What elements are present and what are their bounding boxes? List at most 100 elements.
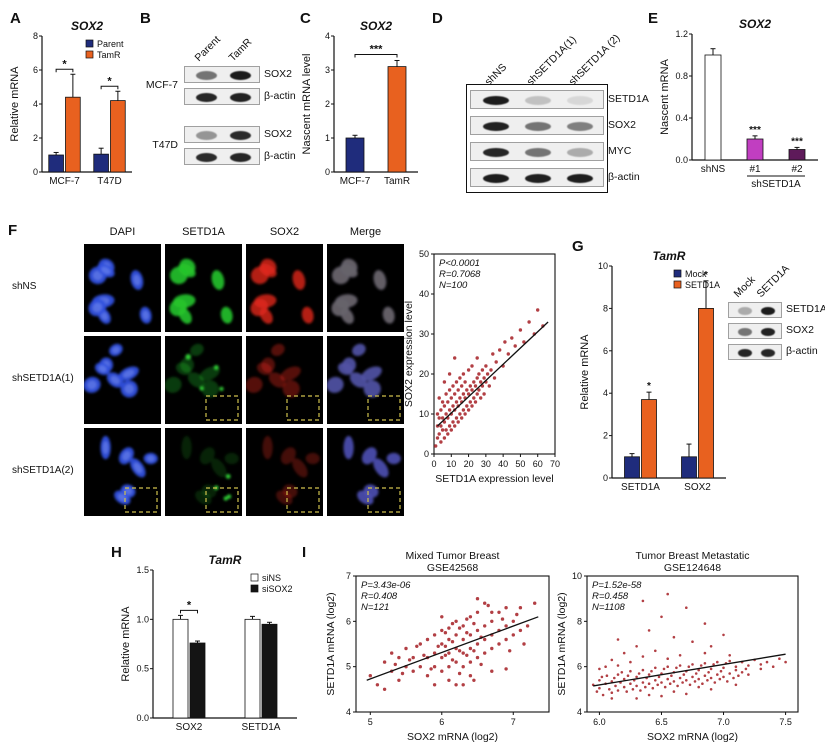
svg-text:Relative mRNA: Relative mRNA	[579, 334, 591, 410]
svg-text:0.8: 0.8	[675, 71, 688, 81]
svg-text:40: 40	[498, 459, 508, 469]
svg-text:R=0.408: R=0.408	[361, 591, 398, 602]
svg-text:SOX2: SOX2	[71, 20, 103, 33]
blot-band-label: MYC	[608, 144, 632, 157]
svg-text:siSOX2: siSOX2	[262, 584, 293, 594]
svg-text:GSE42568: GSE42568	[427, 562, 479, 574]
svg-text:P=3.43e-06: P=3.43e-06	[361, 580, 411, 591]
panel-e: E SOX2 0.0 0.4 0.8 1.2 Nascent mRNA shNS #1 #2 sh…	[648, 4, 824, 204]
svg-text:3: 3	[325, 65, 330, 75]
panel-letter-a: A	[10, 10, 21, 27]
svg-text:0: 0	[33, 167, 38, 177]
svg-text:Tumor Breast Metastatic: Tumor Breast Metastatic	[636, 550, 750, 562]
svg-text:7.0: 7.0	[717, 717, 730, 727]
svg-text:4: 4	[33, 99, 38, 109]
svg-text:2: 2	[603, 431, 608, 441]
svg-text:7: 7	[511, 717, 516, 727]
svg-text:SETD1A mRNA (log2): SETD1A mRNA (log2)	[556, 592, 568, 695]
svg-text:R=0.7068: R=0.7068	[439, 269, 481, 280]
panel-letter-c: C	[300, 10, 311, 27]
panel-c: C SOX2 0 1 2 3 4 Nascent mRNA level MCF-7 TamR **…	[298, 4, 424, 200]
blot-lane-label: SETD1A	[754, 262, 792, 300]
svg-text:N=1108: N=1108	[592, 602, 626, 613]
svg-text:*: *	[107, 75, 112, 87]
panel-i: I Mixed Tumor Breast GSE42568 5 6 7 4 5 6 7 SOX2 …	[300, 540, 825, 746]
blot-box	[466, 84, 608, 193]
bar-chart-tamr-sisox2: TamR 0.0 0.5 1.0 1.5 Relative mRNA SOX2 SETD1A s…	[119, 553, 301, 742]
panel-letter-d: D	[432, 10, 443, 27]
svg-text:TamR: TamR	[97, 50, 121, 60]
if-column-header-dapi: DAPI	[109, 226, 136, 238]
svg-text:0: 0	[603, 473, 608, 483]
svg-text:70: 70	[550, 459, 560, 469]
svg-text:SOX2: SOX2	[360, 20, 392, 33]
svg-text:6: 6	[577, 662, 582, 672]
svg-text:N=100: N=100	[439, 280, 468, 291]
svg-text:6.5: 6.5	[655, 717, 668, 727]
svg-text:Relative mRNA: Relative mRNA	[9, 66, 21, 142]
svg-text:1.0: 1.0	[136, 614, 149, 624]
svg-text:GSE124648: GSE124648	[664, 562, 721, 574]
svg-text:5: 5	[346, 662, 351, 672]
svg-text:0.0: 0.0	[136, 713, 149, 723]
bar-chart-sox2-nascent-shsetd1a: SOX2 0.0 0.4 0.8 1.2 Nascent mRNA shNS #1 #2 shSE…	[658, 17, 822, 200]
panel-letter-b: B	[140, 10, 151, 27]
svg-text:20: 20	[464, 459, 474, 469]
if-cell	[165, 336, 242, 424]
svg-text:6: 6	[439, 717, 444, 727]
svg-text:4: 4	[325, 31, 330, 41]
if-cell	[246, 428, 323, 516]
svg-text:Mock: Mock	[685, 269, 707, 279]
svg-text:5: 5	[368, 717, 373, 727]
svg-text:8: 8	[577, 616, 582, 626]
svg-text:4: 4	[346, 707, 351, 717]
svg-text:1: 1	[325, 133, 330, 143]
if-column-header-setd1a: SETD1A	[182, 226, 225, 238]
bar-chart-tamr-overexpression: TamR 0 2 4 6 8 10 Relative mRNA SETD1A SOX2 Mock SE…	[578, 249, 730, 502]
svg-text:Nascent mRNA: Nascent mRNA	[659, 58, 671, 134]
if-row-label-shsetd1a1: shSETD1A(1)	[12, 373, 74, 384]
panel-letter-g: G	[572, 238, 584, 255]
blot-lane-label: TamR	[226, 36, 255, 64]
svg-text:6: 6	[346, 616, 351, 626]
svg-text:7.5: 7.5	[779, 717, 792, 727]
svg-text:2: 2	[325, 99, 330, 109]
svg-text:siNS: siNS	[262, 573, 281, 583]
bar-chart-sox2-nascent-mrna: SOX2 0 1 2 3 4 Nascent mRNA level MCF-7 TamR ***	[300, 19, 422, 196]
svg-text:MCF-7: MCF-7	[49, 176, 80, 187]
svg-text:Nascent mRNA level: Nascent mRNA level	[301, 54, 313, 155]
blot-strip	[470, 116, 604, 135]
panel-letter-e: E	[648, 10, 659, 27]
blot-band-label: SOX2	[608, 118, 637, 131]
svg-text:SOX2: SOX2	[739, 18, 771, 31]
svg-text:Parent: Parent	[97, 39, 124, 49]
svg-text:N=121: N=121	[361, 602, 389, 613]
blot-group-label: MCF-7	[145, 78, 178, 91]
blot-strip	[184, 88, 260, 105]
svg-text:4: 4	[577, 707, 582, 717]
svg-text:#1: #1	[749, 164, 761, 175]
svg-text:SOX2 expression level: SOX2 expression level	[403, 301, 415, 407]
blot-lane-label: Parent	[192, 33, 223, 64]
scatter-gse124648: Tumor Breast Metastatic GSE124648 6.0 6.5 7.…	[555, 548, 805, 744]
western-blot-shsetd1a: shNS shSETD1A(1) shSETD1A (2) SETD1A SOX2 MYC…	[438, 16, 649, 200]
blot-band-label: β-actin	[264, 89, 296, 102]
blot-band-label: SETD1A	[786, 303, 825, 315]
svg-text:40: 40	[419, 289, 429, 299]
svg-text:P=1.52e-58: P=1.52e-58	[592, 580, 642, 591]
svg-text:6: 6	[603, 346, 608, 356]
scatter-setd1a-vs-sox2-expression: 0 10 20 30 40 50 60 70 0 10 20 30 40 50 SETD1A express…	[402, 246, 562, 486]
if-cell	[165, 244, 242, 332]
svg-text:0.0: 0.0	[675, 155, 688, 165]
blot-band-label: SOX2	[264, 67, 293, 80]
blot-strip	[728, 302, 782, 318]
svg-text:6: 6	[33, 65, 38, 75]
svg-text:***: ***	[749, 125, 761, 136]
svg-text:T47D: T47D	[97, 176, 121, 187]
svg-text:SOX2 mRNA (log2): SOX2 mRNA (log2)	[407, 731, 498, 743]
bar-chart-sox2-relative-mrna: SOX2 0 2 4 6 8 Relative mRNA MCF-7 T47D Parent Tam…	[8, 19, 136, 196]
blot-band-label: β-actin	[608, 170, 640, 183]
svg-text:TamR: TamR	[653, 250, 686, 263]
blot-strip	[184, 66, 260, 83]
svg-text:Mixed Tumor Breast: Mixed Tumor Breast	[406, 550, 500, 562]
